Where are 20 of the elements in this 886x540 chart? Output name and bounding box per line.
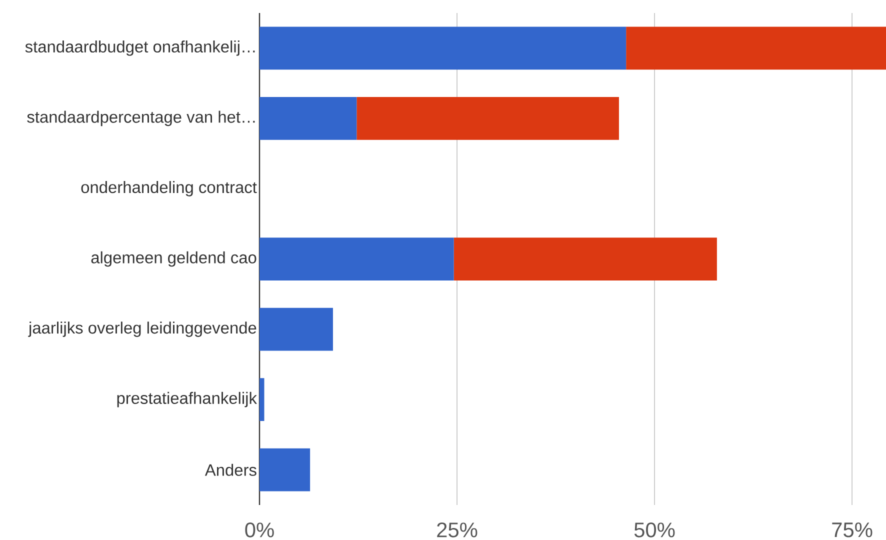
y-tick-label: standaardbudget onafhankelij…	[25, 40, 255, 56]
bar	[626, 26, 886, 70]
bar	[356, 96, 619, 140]
x-tick-label: 50%	[634, 522, 675, 538]
bar	[260, 96, 357, 140]
bar	[454, 238, 717, 280]
y-tick-label: standaardpercentage van het…	[27, 110, 255, 126]
y-tick-label: Anders	[204, 464, 256, 476]
bar	[260, 238, 454, 280]
x-tick-label: 25%	[437, 522, 478, 538]
bar	[260, 26, 626, 70]
y-tick-label: onderhandeling contract	[81, 181, 257, 196]
bar	[260, 378, 264, 422]
y-tick-label: jaarlijks overleg leidinggevende	[28, 322, 256, 337]
bar	[260, 448, 310, 492]
x-tick-label: 75%	[832, 522, 872, 538]
y-tick-label: algemeen geldend cao	[91, 251, 256, 267]
x-tick-label: 0%	[245, 522, 274, 538]
bar	[260, 308, 333, 351]
y-tick-label: prestatieafhankelijk	[117, 392, 257, 408]
